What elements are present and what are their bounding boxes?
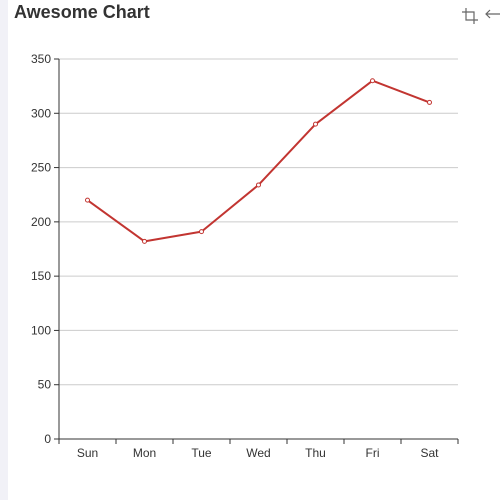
zoom-back-icon[interactable]	[485, 9, 500, 19]
y-tick-label: 300	[31, 106, 51, 120]
left-edge-strip	[0, 0, 8, 500]
data-point[interactable]	[256, 182, 261, 188]
y-tick-label: 100	[31, 323, 51, 337]
data-point[interactable]	[85, 197, 90, 203]
data-point[interactable]	[313, 121, 318, 127]
y-tick-label: 250	[31, 161, 51, 175]
x-tick-label: Mon	[133, 446, 156, 460]
series-group	[85, 78, 432, 244]
y-tick-label: 350	[31, 52, 51, 66]
series-line	[86, 79, 430, 243]
x-tick-label: Sun	[77, 446, 98, 460]
y-tick-label: 0	[44, 432, 51, 446]
x-tick-label: Tue	[191, 446, 212, 460]
chart-title: Awesome Chart	[14, 2, 150, 22]
data-point[interactable]	[370, 78, 375, 84]
y-axis-tick-labels: 0 50 100 150 200 250 300 350	[31, 52, 51, 446]
y-tick-label: 150	[31, 269, 51, 283]
x-tick-label: Sat	[420, 446, 439, 460]
y-tick-label: 200	[31, 215, 51, 229]
data-point[interactable]	[142, 238, 147, 244]
data-point[interactable]	[199, 229, 204, 235]
x-tick-label: Wed	[246, 446, 270, 460]
x-axis-tick-labels: Sun Mon Tue Wed Thu Fri Sat	[77, 446, 439, 460]
axes	[54, 58, 459, 444]
zoom-select-icon[interactable]	[462, 8, 478, 24]
chart-toolbox	[460, 6, 500, 26]
grid-lines	[59, 58, 458, 386]
data-point[interactable]	[427, 99, 432, 105]
x-tick-label: Fri	[366, 446, 380, 460]
y-tick-label: 50	[38, 378, 52, 392]
x-tick-label: Thu	[305, 446, 326, 460]
